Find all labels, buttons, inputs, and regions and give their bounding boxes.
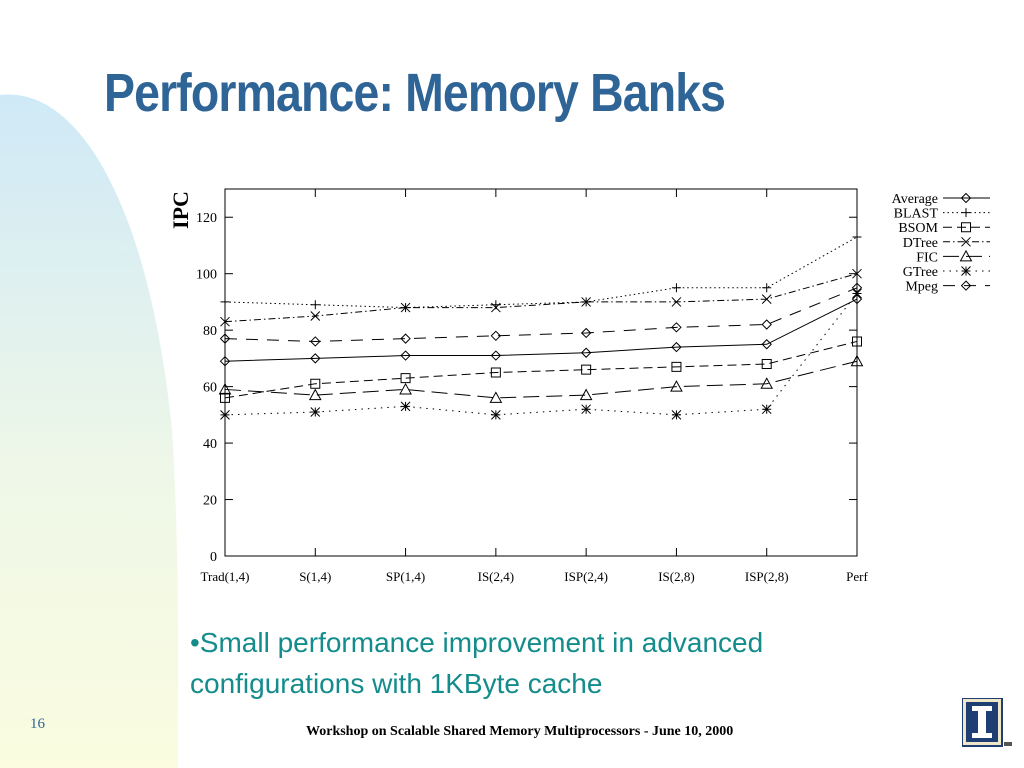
series-line-bsom: [224, 340, 858, 399]
series-line-gtree: [224, 293, 858, 416]
legend-marker-blast: [961, 208, 971, 218]
legend-marker-fic: [959, 249, 973, 262]
y-tick-label: 100: [196, 268, 217, 283]
legend-label-mpeg: Mpeg: [905, 280, 938, 295]
data-point-bsom: [671, 361, 682, 372]
data-point-blast: [671, 283, 681, 293]
data-point-average: [219, 356, 231, 367]
x-tick-label: IS(2,8): [658, 569, 694, 584]
university-of-illinois-logo-icon: [962, 698, 1012, 747]
data-point-average: [761, 339, 772, 350]
data-point-dtree: [671, 297, 682, 307]
data-point-fic: [308, 388, 322, 401]
data-point-blast: [310, 300, 320, 310]
x-tick-label: Trad(1,4): [201, 569, 250, 584]
data-point-average: [851, 293, 863, 305]
x-tick-label: ISP(2,4): [564, 569, 608, 584]
data-point-mpeg: [851, 282, 863, 294]
data-point-fic: [670, 380, 683, 392]
data-point-gtree: [310, 407, 321, 417]
data-point-bsom: [310, 378, 321, 389]
legend-label-bsom: BSOM: [898, 221, 938, 236]
series-line-blast: [224, 236, 858, 309]
data-point-mpeg: [219, 333, 231, 344]
data-point-gtree: [671, 409, 682, 420]
y-axis-label: IPC: [168, 191, 193, 229]
data-point-blast: [852, 232, 862, 242]
data-point-gtree: [852, 288, 862, 299]
legend-marker-average: [960, 192, 972, 204]
legend-marker-mpeg: [960, 280, 972, 291]
footer-text: Workshop on Scalable Shared Memory Multi…: [306, 724, 734, 739]
data-point-dtree: [220, 316, 230, 327]
data-point-dtree: [581, 297, 591, 307]
series-line-average: [224, 298, 858, 362]
legend-label-gtree: GTree: [903, 265, 938, 280]
plot-frame: [224, 188, 858, 557]
data-point-dtree: [400, 302, 411, 313]
data-point-dtree: [761, 294, 772, 304]
data-point-average: [310, 353, 321, 364]
x-tick-label: IS(2,4): [478, 569, 514, 584]
series-line-dtree: [224, 273, 858, 323]
series-line-fic: [224, 360, 858, 399]
data-point-dtree: [310, 311, 321, 321]
x-tick-label: Perf: [846, 569, 868, 584]
y-tick-label: 40: [203, 437, 217, 452]
data-point-average: [490, 350, 502, 361]
data-point-fic: [579, 388, 593, 401]
legend-marker-gtree: [961, 266, 971, 276]
legend-marker-dtree: [961, 236, 971, 247]
y-tick-label: 0: [210, 550, 217, 565]
legend-marker-bsom: [961, 222, 971, 233]
data-point-bsom: [852, 336, 862, 347]
series-line-mpeg: [224, 287, 858, 342]
legend-label-fic: FIC: [916, 250, 938, 265]
legend-label-blast: BLAST: [894, 207, 939, 222]
data-point-mpeg: [310, 336, 321, 347]
data-point-gtree: [581, 404, 591, 415]
data-point-gtree: [491, 409, 501, 420]
y-tick-label: 60: [203, 381, 217, 396]
x-tick-label: SP(1,4): [386, 569, 425, 584]
data-point-gtree: [220, 409, 230, 420]
data-point-blast: [220, 297, 230, 307]
data-point-bsom: [490, 367, 501, 378]
data-point-dtree: [852, 268, 862, 279]
data-point-mpeg: [761, 319, 772, 330]
slide-number: 16: [30, 716, 45, 732]
y-tick-label: 20: [203, 494, 217, 509]
data-point-gtree: [761, 404, 772, 415]
slide-title: Performance: Memory Banks: [104, 63, 726, 123]
bullet-text: •Small performance improvement in advanc…: [190, 627, 764, 699]
data-point-blast: [762, 283, 772, 293]
legend-label-dtree: DTree: [903, 236, 938, 251]
legend-label-average: Average: [892, 192, 938, 207]
data-point-mpeg: [671, 322, 682, 333]
data-point-fic: [850, 354, 864, 367]
data-point-gtree: [400, 401, 411, 412]
data-point-fic: [218, 382, 232, 395]
data-point-bsom: [220, 392, 230, 403]
data-point-mpeg: [580, 327, 592, 339]
data-point-mpeg: [490, 330, 502, 342]
data-point-mpeg: [400, 333, 411, 344]
x-tick-label: ISP(2,8): [745, 569, 789, 584]
data-point-fic: [399, 382, 412, 395]
data-point-fic: [489, 391, 503, 403]
data-point-bsom: [400, 373, 411, 384]
data-point-fic: [760, 377, 774, 389]
data-point-dtree: [491, 302, 501, 313]
y-tick-label: 120: [196, 211, 217, 226]
data-point-average: [580, 347, 592, 358]
data-point-bsom: [761, 359, 772, 370]
ipc-line-chart: 0 20 40 60 80 100 120 Trad(1,4) S(1,4) SP(1,4) IS(…: [168, 188, 990, 584]
y-tick-label: 80: [203, 324, 217, 339]
data-point-average: [671, 341, 682, 353]
data-point-bsom: [581, 364, 592, 375]
x-tick-label: S(1,4): [299, 569, 331, 584]
data-point-average: [400, 350, 411, 361]
